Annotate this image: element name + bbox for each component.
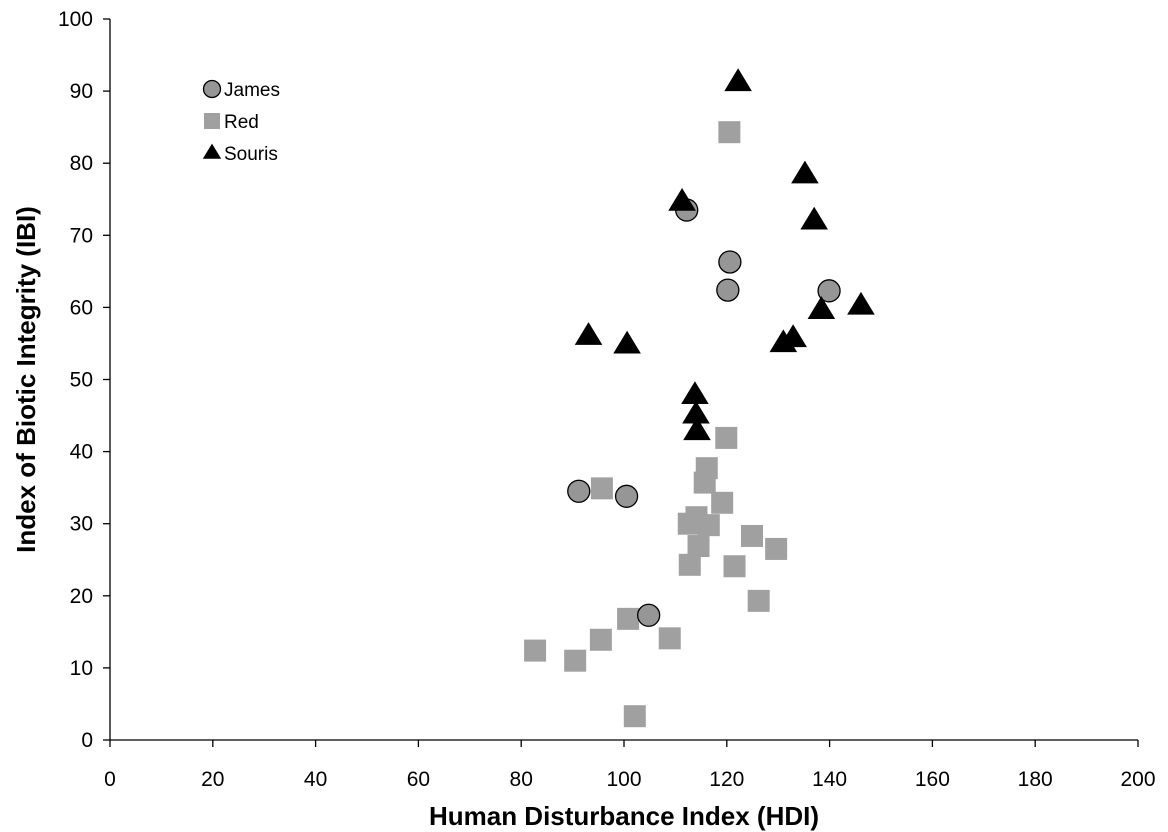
x-tick-label: 20	[201, 768, 224, 791]
legend-marker-triangle	[202, 143, 222, 159]
red-point	[697, 514, 720, 537]
x-tick-label: 60	[407, 768, 430, 791]
james-point	[567, 479, 591, 503]
red-point	[623, 705, 646, 728]
red-point	[715, 426, 738, 449]
y-tick-label: 10	[70, 657, 93, 680]
souris-point	[682, 400, 710, 424]
y-tick-label: 50	[70, 369, 93, 392]
legend-marker-circle	[202, 79, 222, 99]
y-tick-label: 60	[70, 296, 93, 319]
x-axis-title: Human Disturbance Index (HDI)	[429, 801, 819, 831]
red-point	[718, 121, 741, 144]
legend: James Red Souris	[202, 79, 280, 165]
red-point	[695, 457, 718, 480]
y-tick-label: 0	[81, 729, 93, 752]
red-point	[658, 627, 681, 650]
red-point	[765, 537, 788, 560]
legend-label: Red	[224, 112, 259, 133]
souris-point	[574, 322, 603, 345]
x-tick-label: 100	[606, 768, 641, 791]
souris-point	[613, 330, 641, 354]
legend-label: Souris	[224, 144, 278, 165]
red-point	[589, 628, 612, 651]
data-points	[524, 68, 875, 728]
legend-item-souris: Souris	[202, 143, 278, 165]
red-point	[747, 589, 770, 612]
james-point	[817, 279, 841, 303]
y-tick-label: 30	[70, 513, 93, 536]
souris-point	[724, 68, 752, 92]
series-red	[524, 121, 788, 728]
y-axis-ticks: 0 10 20 30 40 50 60 70 80 90 100	[58, 8, 110, 752]
axes	[109, 19, 1138, 741]
y-tick-label: 100	[58, 8, 93, 31]
legend-label: James	[224, 80, 280, 101]
souris-point	[800, 206, 828, 230]
legend-item-red: Red	[204, 112, 259, 133]
legend-marker-square	[204, 113, 220, 129]
red-point	[687, 535, 710, 558]
x-tick-label: 200	[1120, 768, 1155, 791]
souris-point	[683, 417, 711, 441]
souris-point	[847, 291, 875, 315]
y-axis-title: Index of Biotic Integrity (IBI)	[11, 206, 41, 553]
james-point	[614, 484, 639, 508]
y-tick-label: 90	[70, 80, 93, 103]
y-tick-label: 70	[70, 224, 93, 247]
red-point	[723, 555, 746, 578]
james-point	[716, 278, 740, 302]
y-tick-label: 20	[70, 585, 93, 608]
souris-point	[779, 324, 807, 348]
red-point	[617, 607, 640, 630]
james-point	[718, 250, 742, 274]
red-point	[524, 639, 547, 662]
james-point	[637, 603, 661, 627]
souris-point	[681, 381, 709, 405]
x-tick-label: 140	[812, 768, 847, 791]
red-point	[678, 553, 701, 576]
souris-point	[807, 296, 836, 319]
red-point	[740, 524, 763, 547]
y-tick-label: 80	[70, 152, 93, 175]
red-point	[564, 649, 587, 672]
x-tick-label: 80	[510, 768, 533, 791]
x-tick-label: 0	[104, 768, 116, 791]
red-point	[590, 477, 613, 500]
x-axis-ticks: 0 20 40 60 80 100 120 140 160 180 200	[104, 740, 1156, 791]
red-point	[711, 491, 734, 514]
x-tick-label: 160	[915, 768, 950, 791]
series-souris	[574, 68, 875, 441]
legend-item-james: James	[202, 79, 280, 101]
x-tick-label: 180	[1018, 768, 1053, 791]
x-tick-label: 40	[304, 768, 327, 791]
series-james	[567, 198, 841, 627]
souris-point	[668, 187, 696, 211]
souris-point	[791, 160, 819, 184]
y-tick-label: 40	[70, 441, 93, 464]
x-tick-label: 120	[709, 768, 744, 791]
